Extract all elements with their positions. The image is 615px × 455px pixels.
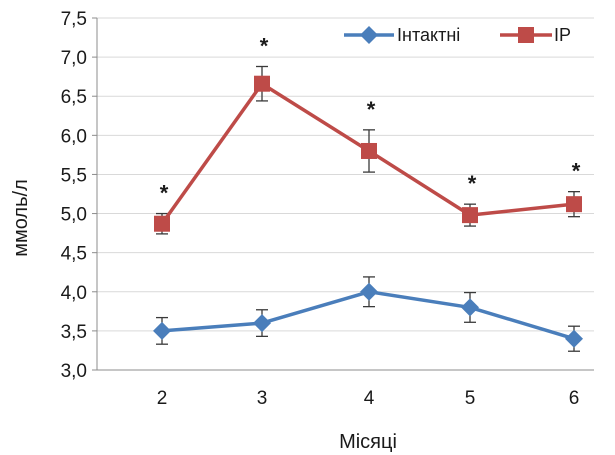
intact-data-point — [153, 321, 171, 340]
legend-label: Інтактні — [397, 25, 460, 45]
intact-data-point — [461, 298, 479, 317]
grid-lines — [97, 17, 594, 332]
significance-marker: * — [468, 171, 477, 196]
legend-marker — [518, 27, 534, 43]
y-tick-label: 7,5 — [61, 9, 87, 30]
x-tick-label: 6 — [569, 388, 580, 409]
intact-data-point — [253, 314, 271, 333]
legend: Інтактні ІР — [344, 25, 571, 45]
intact-data-point — [565, 329, 583, 348]
y-tick-label: 6,5 — [61, 87, 87, 108]
x-tick-label: 5 — [465, 388, 476, 409]
significance-marker: * — [572, 159, 581, 184]
y-tick-label: 5,5 — [61, 165, 87, 186]
ir-data-point — [361, 142, 377, 159]
ir-data-point — [566, 196, 582, 213]
legend-item: ІР — [500, 25, 571, 45]
y-tick-label: 7,0 — [61, 48, 87, 69]
y-axis-title: ммоль/л — [10, 179, 32, 257]
ir-data-point — [154, 215, 170, 232]
y-tick-label: 3,0 — [61, 361, 87, 382]
x-axis-title: Місяці — [339, 431, 397, 453]
y-tick-label: 4,5 — [61, 244, 87, 265]
significance-marker: * — [260, 33, 269, 58]
x-tick-label: 4 — [364, 388, 375, 409]
legend-label: ІР — [554, 25, 571, 45]
significance-marker: * — [367, 97, 376, 122]
legend-item: Інтактні — [344, 25, 460, 45]
intact-data-point — [360, 282, 378, 301]
axes: 3,0 3,5 4,0 4,5 5,0 5,5 6,0 6,5 7,0 7,5 2 3 4 5 6 — [61, 9, 594, 409]
y-tick-label: 5,0 — [61, 205, 87, 226]
ir-data-point — [254, 75, 270, 92]
data-series: * * * * * — [153, 33, 583, 352]
legend-marker — [360, 26, 378, 44]
significance-marker: * — [160, 181, 169, 206]
y-tick-label: 3,5 — [61, 322, 87, 343]
x-tick-label: 3 — [257, 388, 268, 409]
y-tick-label: 4,0 — [61, 283, 87, 304]
y-tick-label: 6,0 — [61, 126, 87, 147]
x-tick-label: 2 — [157, 388, 168, 409]
ir-data-point — [462, 207, 478, 224]
